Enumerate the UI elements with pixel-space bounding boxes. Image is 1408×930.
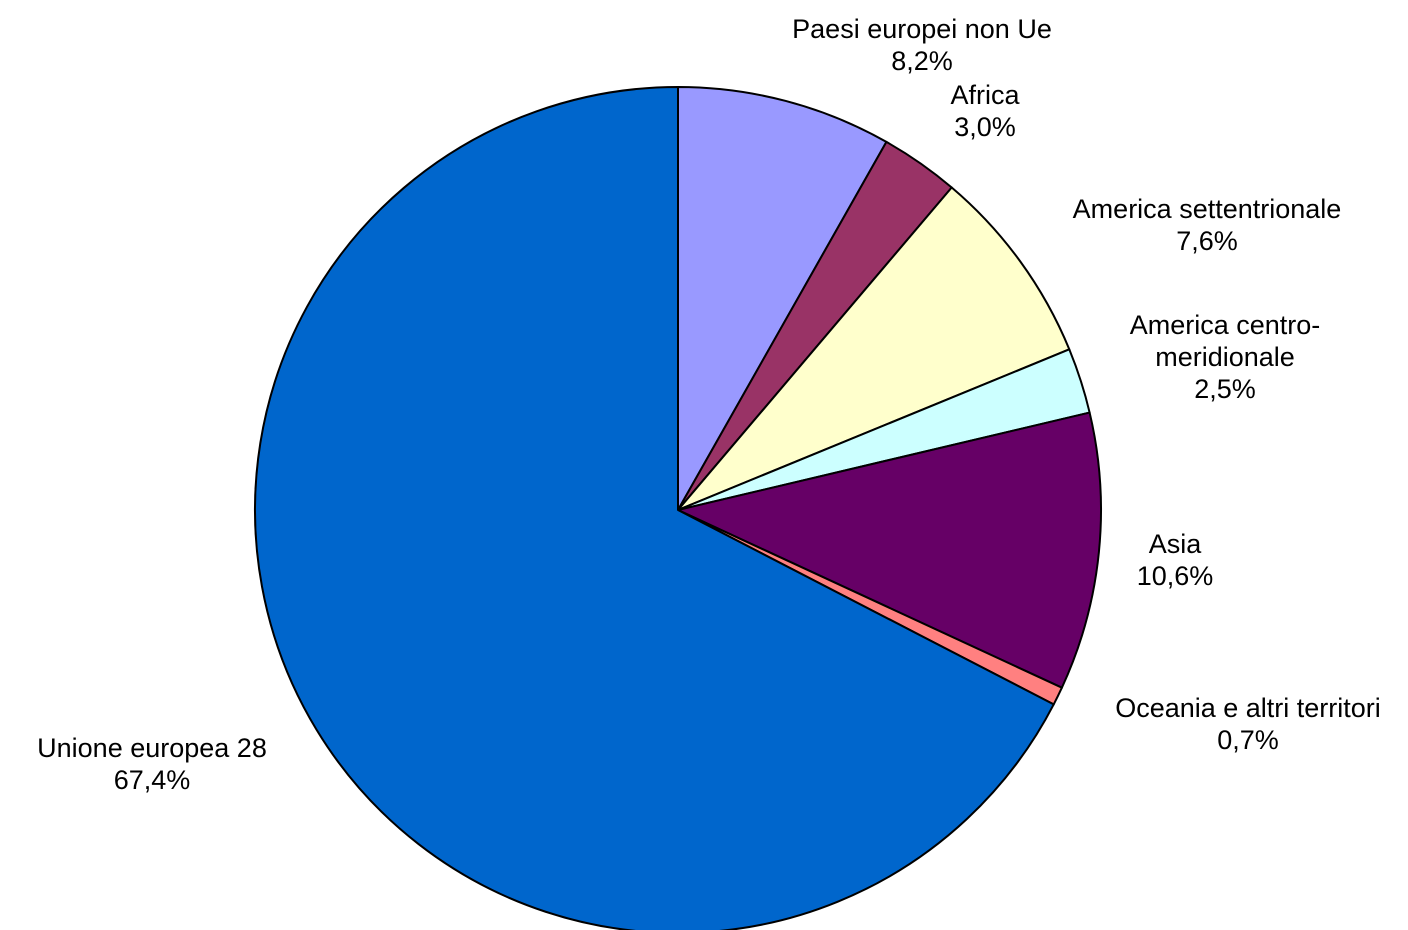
slice-name-line: Oceania e altri territori [1115, 693, 1381, 723]
slice-value-label: 67,4% [114, 765, 191, 795]
slice-label-america-centro-meridionale: America centro-meridionale 2,5% [1130, 310, 1321, 404]
slice-label-paesi-europei-non-ue: Paesi europei non Ue 8,2% [792, 14, 1052, 76]
slice-label-oceania-e-altri-territori: Oceania e altri territori 0,7% [1115, 693, 1381, 755]
pie-labels: Paesi europei non Ue 8,2%Africa 3,0%Americ… [37, 14, 1381, 795]
pie-slice-asia [677, 411, 1102, 689]
slice-value-label: 7,6% [1176, 226, 1238, 256]
slice-name-line: Paesi europei non Ue [792, 14, 1052, 44]
slice-value-label: 3,0% [954, 112, 1016, 142]
pie-slice-paesi-europei-non-ue [677, 86, 888, 511]
slice-label-america-settentrionale: America settentrionale 7,6% [1073, 194, 1342, 256]
slice-label-unione-europea-28: Unione europea 28 67,4% [37, 733, 267, 795]
pie-slice-america-settentrionale [677, 186, 1071, 511]
slice-value-label: 8,2% [891, 46, 953, 76]
slice-value-label: 2,5% [1194, 374, 1256, 404]
slice-name-line: meridionale [1155, 342, 1295, 372]
slice-label-africa: Africa 3,0% [950, 80, 1020, 142]
pie-slices [253, 86, 1102, 930]
slice-name-line: Africa [950, 80, 1020, 110]
pie-slice-unione-europea-28 [253, 86, 1055, 930]
slice-name-line: America settentrionale [1073, 194, 1342, 224]
slice-value-label: 0,7% [1217, 725, 1279, 755]
slice-value-label: 10,6% [1137, 561, 1214, 591]
slice-label-asia: Asia 10,6% [1137, 529, 1214, 591]
slice-name-line: America centro- [1130, 310, 1321, 340]
slice-name-line: Asia [1149, 529, 1203, 559]
slice-name-line: Unione europea 28 [37, 733, 267, 763]
